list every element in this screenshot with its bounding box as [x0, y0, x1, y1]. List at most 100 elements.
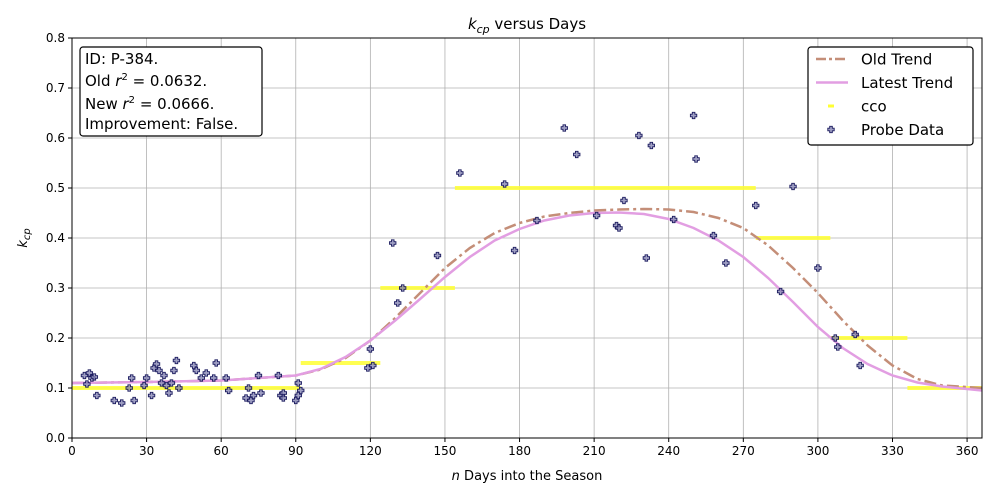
probe-data-point	[242, 394, 250, 402]
x-axis-label: n Days into the Season	[452, 469, 603, 484]
probe-data-point	[162, 381, 171, 390]
probe-data-point	[389, 239, 397, 247]
info-box-frame	[79, 46, 263, 137]
probe-data-point	[167, 379, 176, 387]
legend-label: Latest Trend	[861, 74, 953, 92]
x-tick-label: 150	[433, 444, 456, 458]
info-old-r2: Old r2 = 0.0632.	[85, 72, 207, 90]
legend-items: Old Trend Latest Trend cco Probe Data	[816, 51, 953, 139]
probe-data-point	[366, 345, 375, 353]
probe-data-point	[292, 396, 300, 405]
probe-data-point	[160, 371, 168, 380]
x-label-n: n	[452, 469, 460, 484]
x-tick-label: 210	[583, 444, 606, 458]
probe-data-point	[140, 381, 148, 390]
y-tick-label: 0.4	[46, 231, 65, 245]
probe-data-point	[128, 374, 136, 382]
probe-data-point	[369, 361, 377, 370]
y-tick-label: 0.5	[46, 181, 65, 195]
x-tick-label: 60	[214, 444, 229, 458]
probe-data-point	[93, 391, 101, 400]
probe-data-point	[83, 380, 91, 388]
trend-lines	[71, 207, 983, 392]
probe-data-point	[689, 111, 698, 120]
probe-data-point	[814, 264, 822, 272]
probe-data-point	[212, 359, 220, 367]
x-tick-label: 300	[806, 444, 829, 458]
probe-data-point	[175, 384, 183, 392]
probe-data-point	[294, 379, 302, 387]
title-subscript: cp	[477, 23, 490, 36]
x-tick-label: 330	[881, 444, 904, 458]
axis-ticks: 0 30 60 90 120 150 180 210 240 270 300 330 360 0.0 0.1…	[46, 31, 979, 458]
probe-data-point	[510, 246, 519, 255]
probe-data-point	[831, 334, 839, 342]
legend-frame	[807, 46, 974, 146]
probe-data-point	[364, 364, 372, 372]
probe-data-point	[192, 366, 200, 375]
probe-data-point	[224, 386, 233, 395]
info-id: ID: P-384.	[85, 50, 158, 68]
probe-data-point	[752, 201, 760, 210]
probe-data-point	[789, 182, 797, 191]
probe-data-point	[80, 371, 89, 380]
x-tick-label: 270	[732, 444, 755, 458]
title-suffix: versus Days	[490, 15, 587, 33]
y-label-k: k	[16, 240, 31, 248]
y-tick-label: 0.2	[46, 331, 65, 345]
probe-data-point	[197, 374, 205, 382]
probe-data-point	[244, 384, 253, 392]
chart-title: kcp versus Days	[468, 15, 586, 36]
info-box: ID: P-384. Old r2 = 0.0632. New r2 = 0.0…	[79, 46, 263, 137]
x-tick-label: 90	[288, 444, 303, 458]
legend-label: cco	[861, 98, 887, 116]
probe-data-point	[394, 299, 402, 307]
y-tick-label: 0.3	[46, 281, 65, 295]
probe-data-point	[573, 150, 581, 159]
probe-data-point	[856, 361, 864, 370]
latest-trend-line	[71, 211, 983, 392]
probe-data-point	[533, 216, 541, 225]
probe-data-point	[202, 369, 210, 377]
probe-data-point	[172, 356, 181, 365]
y-axis-label: kcp	[16, 228, 33, 247]
probe-data-point	[125, 384, 133, 392]
legend-label: Old Trend	[861, 51, 932, 69]
probe-data-point	[257, 389, 265, 397]
probe-data-point	[834, 343, 842, 351]
y-tick-label: 0.1	[46, 381, 65, 395]
probe-data-point	[635, 131, 643, 140]
probe-data-point	[210, 374, 218, 382]
y-tick-label: 0.8	[46, 31, 65, 45]
probe-data-point	[90, 373, 99, 381]
legend: Old Trend Latest Trend cco Probe Data	[807, 46, 974, 146]
probe-data-point	[155, 366, 163, 375]
x-tick-label: 120	[359, 444, 382, 458]
probe-data-point	[615, 224, 623, 232]
probe-data-point	[670, 215, 678, 224]
y-label-subscript: cp	[22, 228, 33, 240]
cco-series	[72, 186, 982, 390]
probe-data-point	[399, 284, 407, 292]
probe-data-point	[722, 259, 730, 267]
probe-data-point	[247, 396, 255, 405]
x-tick-label: 30	[139, 444, 154, 458]
info-new-r2: New r2 = 0.0666.	[85, 95, 214, 113]
legend-label: Probe Data	[861, 121, 944, 139]
probe-data-point	[592, 211, 601, 220]
probe-data-point	[279, 394, 287, 402]
probe-data-point	[620, 196, 628, 205]
probe-data-point	[294, 391, 302, 400]
legend-cco-swatch	[828, 104, 834, 108]
legend-marker-swatch	[827, 125, 835, 134]
x-tick-label: 180	[508, 444, 531, 458]
probe-data-point	[147, 391, 156, 400]
x-tick-label: 240	[657, 444, 680, 458]
probe-data-point	[130, 396, 138, 405]
probe-data-point	[647, 141, 655, 150]
probe-data-point	[851, 330, 859, 339]
x-tick-label: 0	[68, 444, 76, 458]
y-tick-label: 0.7	[46, 81, 65, 95]
probe-data-point	[692, 155, 700, 163]
probe-data-point	[274, 371, 283, 380]
